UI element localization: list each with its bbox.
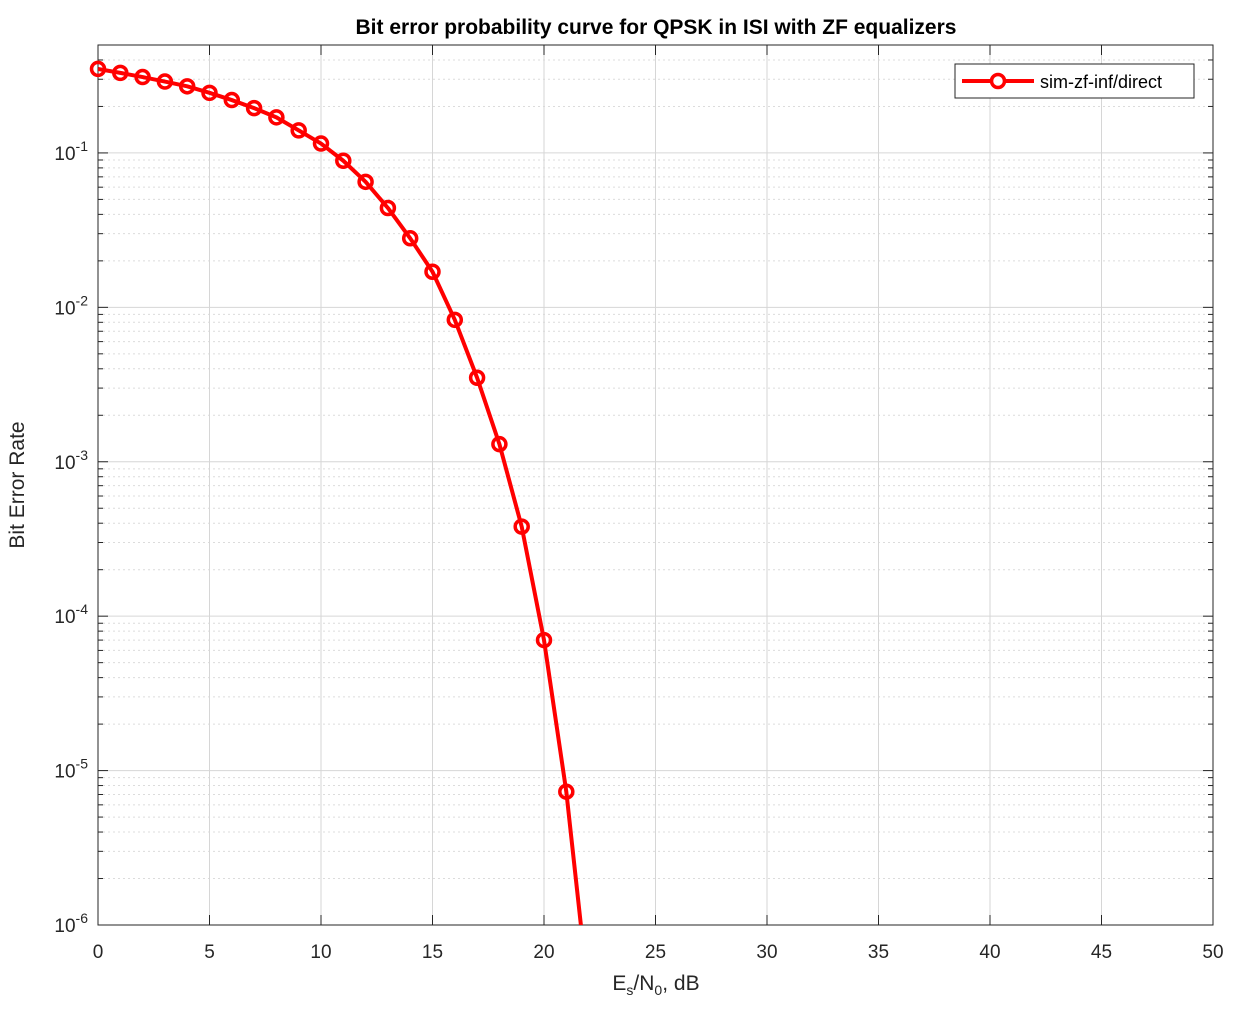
y-tick-label: 10-6: [54, 910, 88, 937]
grid-major: [97, 45, 1214, 926]
series-layer: [89, 60, 583, 925]
data-point: [468, 369, 486, 386]
data-point: [134, 68, 151, 86]
x-axis-label: Es/N0, dB: [612, 972, 699, 998]
legend-marker-sample: [989, 72, 1007, 90]
x-tick-label: 25: [645, 942, 666, 963]
data-point: [335, 152, 352, 169]
data-point: [201, 84, 218, 102]
data-point: [178, 78, 196, 95]
data-point: [268, 109, 285, 126]
x-tick-label: 10: [310, 942, 331, 963]
y-tick-label: 10-3: [54, 447, 88, 474]
y-tick-label: 10-2: [54, 292, 88, 319]
data-point: [558, 783, 575, 800]
x-tick-label: 50: [1202, 942, 1223, 963]
data-point: [156, 73, 174, 90]
grid-minor: [98, 59, 1213, 880]
data-point: [89, 60, 107, 78]
x-tick-label: 35: [868, 942, 889, 963]
y-tick-labels: 10-6 10-5 10-4 10-3 10-2 10-1: [54, 138, 88, 937]
x-tick-label: 5: [204, 942, 215, 963]
x-tick-label: 15: [422, 942, 443, 963]
x-tick-label: 0: [93, 942, 104, 963]
data-point: [446, 311, 464, 329]
y-tick-label: 10-1: [54, 138, 88, 165]
data-point: [535, 631, 553, 649]
x-tick-label: 40: [979, 942, 1000, 963]
data-point: [290, 122, 307, 139]
data-point: [379, 199, 397, 217]
y-tick-label: 10-4: [54, 601, 88, 628]
x-tick-label: 30: [756, 942, 777, 963]
data-point: [223, 91, 241, 109]
y-tick-label: 10-5: [54, 756, 88, 783]
data-point: [112, 64, 129, 82]
y-axis-label: Bit Error Rate: [6, 421, 29, 548]
chart-title: Bit error probability curve for QPSK in …: [356, 16, 957, 39]
data-point: [357, 173, 374, 191]
data-point: [245, 99, 263, 117]
data-point: [424, 263, 441, 281]
x-tick-label: 20: [533, 942, 554, 963]
legend-entry-label: sim-zf-inf/direct: [1040, 72, 1162, 92]
axis-ticks: [97, 45, 1214, 926]
x-tick-label: 45: [1091, 942, 1112, 963]
data-point: [491, 435, 508, 453]
data-point: [513, 518, 530, 535]
data-point: [312, 135, 330, 152]
data-point: [401, 230, 419, 247]
legend: sim-zf-inf/direct: [954, 63, 1195, 99]
x-tick-labels: 0 5 10 15 20 25 30 35 40 45 50: [93, 942, 1224, 963]
